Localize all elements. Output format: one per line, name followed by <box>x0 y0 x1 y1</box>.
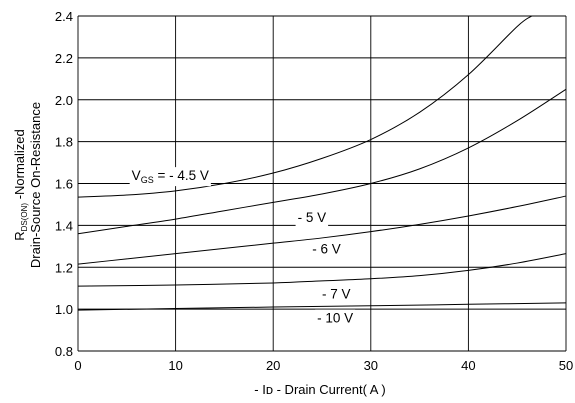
y-tick-label: 1.0 <box>55 302 73 317</box>
x-tick-label: 30 <box>364 358 378 373</box>
x-tick-label: 0 <box>74 358 81 373</box>
series-line <box>77 195 567 265</box>
series-label: - 10 V <box>317 311 353 326</box>
y-tick-label: 2.2 <box>55 51 73 66</box>
series-line <box>77 253 567 287</box>
y-tick-label: 1.4 <box>55 218 73 233</box>
label-background <box>295 209 329 226</box>
series-label: - 6 V <box>312 241 341 256</box>
y-axis-label: RDS(ON) -Normalized Drain-Source On-Resi… <box>12 102 43 268</box>
label-background <box>315 309 356 327</box>
y-axis-label-line1-main: R <box>12 231 27 240</box>
series-line <box>77 15 533 198</box>
y-tick-label: 1.6 <box>55 177 73 192</box>
series-label: - 7 V <box>322 286 351 301</box>
y-tick-label: 0.8 <box>55 344 73 359</box>
series-line <box>77 88 567 235</box>
y-tick-label: 1.8 <box>55 135 73 150</box>
label-background <box>310 240 343 258</box>
series-line <box>77 302 567 311</box>
y-tick-label: 2.4 <box>55 9 73 24</box>
y-axis-label-line1-rest: -Normalized <box>12 129 27 203</box>
y-tick-label: 1.2 <box>55 260 73 275</box>
series-annotations: VGS = - 4.5 V - 5 V - 6 V - 7 V - 10 V <box>129 167 356 327</box>
label-background <box>129 167 211 187</box>
tick-labels: 0 10 20 30 40 50 0.8 1.0 1.2 1.4 1.6 1.8 2.0 2.2 2.4 <box>55 9 573 373</box>
label-background <box>320 285 353 303</box>
series-label: - 5 V <box>298 210 327 225</box>
y-axis-label-line2: Drain-Source On-Resistance <box>28 102 43 268</box>
x-tick-label: 40 <box>461 358 475 373</box>
x-axis-label: - Iᴅ - Drain Current( A ) <box>254 382 385 397</box>
x-tick-label: 20 <box>266 358 280 373</box>
y-axis-label-line1-sub: DS(ON) <box>20 203 29 232</box>
y-tick-label: 2.0 <box>55 93 73 108</box>
series-curves <box>77 15 567 311</box>
series-label-vgs: VGS = - 4.5 V <box>132 168 209 185</box>
x-tick-label: 10 <box>168 358 182 373</box>
svg-text:RDS(ON) -Normalized: RDS(ON) -Normalized <box>12 129 29 241</box>
x-tick-label: 50 <box>559 358 573 373</box>
